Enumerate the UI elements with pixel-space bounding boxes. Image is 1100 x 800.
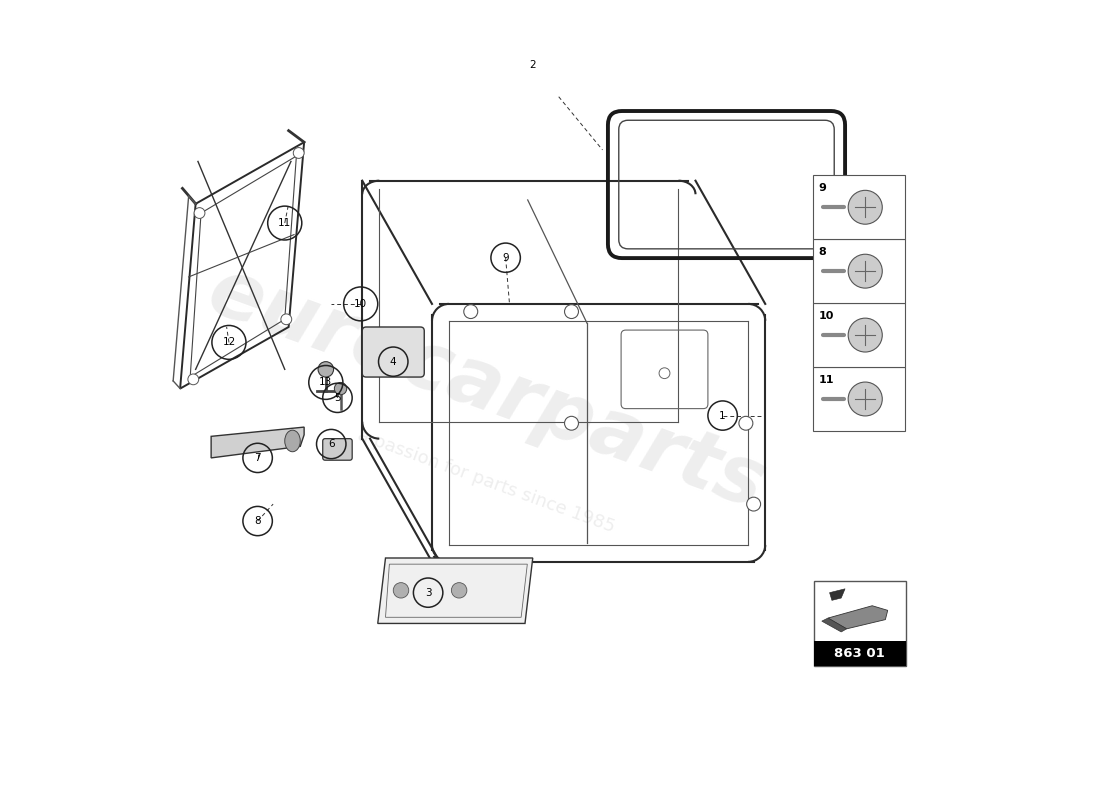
Text: 9: 9 <box>818 183 826 193</box>
Polygon shape <box>822 618 847 632</box>
Circle shape <box>848 318 882 352</box>
Text: 4: 4 <box>389 357 397 366</box>
Bar <box>814 641 905 666</box>
Circle shape <box>318 362 333 377</box>
Text: 5: 5 <box>334 393 341 403</box>
Text: 8: 8 <box>254 516 261 526</box>
Text: 863 01: 863 01 <box>835 647 886 660</box>
Text: 10: 10 <box>818 311 834 321</box>
FancyBboxPatch shape <box>322 438 352 460</box>
Circle shape <box>739 416 752 430</box>
Text: 1: 1 <box>719 410 726 421</box>
Circle shape <box>294 147 304 158</box>
Text: 8: 8 <box>818 247 826 257</box>
Bar <box>813 303 904 367</box>
Circle shape <box>451 582 466 598</box>
Text: 9: 9 <box>503 253 509 262</box>
Text: 2: 2 <box>529 60 536 70</box>
Circle shape <box>334 382 346 394</box>
Polygon shape <box>211 427 304 458</box>
Text: 11: 11 <box>278 218 292 228</box>
Circle shape <box>564 416 579 430</box>
Text: 7: 7 <box>254 453 261 463</box>
Text: 10: 10 <box>354 299 367 309</box>
Polygon shape <box>829 589 845 600</box>
Text: 12: 12 <box>222 338 235 347</box>
Text: 13: 13 <box>319 378 332 387</box>
Circle shape <box>747 497 760 511</box>
Circle shape <box>848 254 882 288</box>
FancyBboxPatch shape <box>362 327 425 377</box>
Text: 11: 11 <box>818 374 834 385</box>
Bar <box>813 239 904 303</box>
Circle shape <box>194 208 205 218</box>
Text: 3: 3 <box>425 588 431 598</box>
Circle shape <box>848 382 882 416</box>
Bar <box>813 175 904 239</box>
Text: 6: 6 <box>328 439 334 449</box>
Text: eurocarparts: eurocarparts <box>197 251 776 526</box>
Circle shape <box>564 305 579 318</box>
Circle shape <box>280 314 292 325</box>
Circle shape <box>848 190 882 224</box>
Bar <box>813 367 904 431</box>
Circle shape <box>188 374 199 385</box>
Circle shape <box>659 368 670 378</box>
Circle shape <box>394 582 409 598</box>
Bar <box>814 581 905 666</box>
Polygon shape <box>828 606 888 629</box>
Ellipse shape <box>285 430 300 452</box>
Circle shape <box>464 305 477 318</box>
Text: a passion for parts since 1985: a passion for parts since 1985 <box>355 426 617 536</box>
Polygon shape <box>377 558 532 623</box>
